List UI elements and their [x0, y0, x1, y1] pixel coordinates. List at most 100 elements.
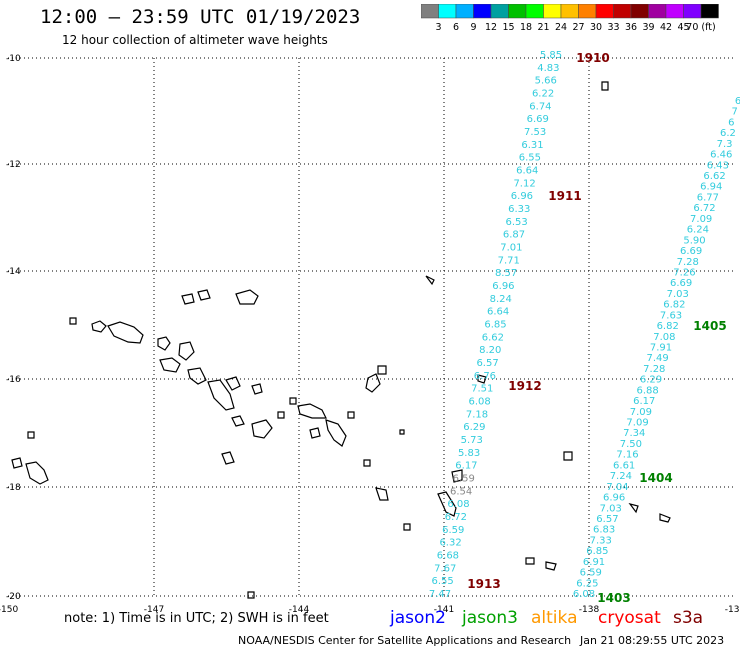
- island-shape: [425, 275, 435, 286]
- wave-height-value: 6.68: [437, 551, 459, 562]
- island-shape: [221, 451, 235, 465]
- wave-height-value: 8.20: [479, 345, 501, 356]
- wave-height-value: 7.49: [647, 353, 669, 364]
- legend-cryosat: cryosat: [598, 608, 661, 628]
- wave-height-value: 6.33: [508, 204, 530, 215]
- island-shape: [197, 289, 211, 301]
- wave-height-value: 6.87: [503, 230, 525, 241]
- wave-height-value: 6.72: [445, 512, 467, 523]
- wave-height-value: 7.34: [623, 428, 645, 439]
- wave-height-value: 7.33: [590, 535, 612, 546]
- wave-height-value: 7.09: [630, 407, 652, 418]
- colorbar-tick-label: 9: [470, 22, 476, 33]
- wave-height-value: 6.69: [680, 246, 702, 257]
- colorbar-tick-label: 42: [660, 22, 672, 33]
- island-shape: [251, 383, 263, 395]
- wave-height-value: 6.96: [511, 191, 533, 202]
- colorbar-tick-label: 70 (ft): [686, 22, 715, 33]
- lon-tick-label: -150: [0, 605, 18, 615]
- wave-height-value: 6.2: [720, 128, 736, 139]
- wave-height-value: 6.17: [633, 396, 655, 407]
- lon-tick-label: -147: [144, 605, 164, 615]
- island-shape: [11, 457, 23, 469]
- wave-height-value: 6.54: [450, 486, 472, 497]
- wave-height-value: 7.50: [620, 439, 642, 450]
- colorbar-tick-label: 15: [502, 22, 514, 33]
- wave-height-value: 6.55: [432, 576, 454, 587]
- wave-height-value: 6.77: [697, 192, 719, 203]
- wave-height-value: 6.25: [576, 578, 598, 589]
- wave-height-value: 6.17: [455, 461, 477, 472]
- colorbar-tick-label: 18: [520, 22, 532, 33]
- wave-height-value: 6.88: [636, 385, 658, 396]
- lon-tick-label: -141: [434, 605, 454, 615]
- colorbar-tick-label: 3: [435, 22, 441, 33]
- pass-label: 1913: [467, 577, 500, 591]
- island-shape: [25, 461, 49, 485]
- map-title: 12:00 — 23:59 UTC 01/19/2023: [40, 6, 361, 28]
- wave-height-value: 6.24: [687, 225, 709, 236]
- island-shape: [377, 365, 387, 375]
- footer-timestamp: Jan 21 08:29:55 UTC 2023: [580, 634, 725, 647]
- island-shape: [107, 321, 144, 344]
- footer-note: note: 1) Time is in UTC; 2) SWH is in fe…: [64, 611, 329, 626]
- altimeter-tracks: 5.85 4.83 5.66 6.226.74 6.69 7.53 6.31 6.55 6.64…: [429, 50, 740, 600]
- island-shape: [297, 403, 327, 419]
- island-shape: [187, 367, 207, 385]
- wave-height-value: 7.12: [513, 178, 535, 189]
- wave-height-value: 7.26: [673, 267, 695, 278]
- wave-height-value: 7.53: [524, 127, 546, 138]
- island-shape: [399, 429, 405, 435]
- colorbar-tick-label: 33: [607, 22, 619, 33]
- wave-height-value: 6.76: [474, 371, 496, 382]
- colorbar-tick-label: 24: [555, 22, 567, 33]
- wave-height-value: 7.63: [660, 310, 682, 321]
- colorbar-tick-label: 45: [677, 22, 689, 33]
- island-shape: [181, 293, 195, 305]
- wave-height-value: 6: [735, 96, 740, 107]
- wave-height-value: 6.43: [707, 160, 729, 171]
- pass-label: 1911: [548, 189, 581, 203]
- island-shape: [563, 451, 573, 461]
- island-shape: [601, 81, 609, 91]
- island-shape: [628, 503, 639, 514]
- pass-labels: 1910 1911 1912 1913 1405 1404 1403: [467, 51, 726, 605]
- lon-tick-label: -138: [579, 605, 600, 615]
- colorbar-tick-label: 27: [572, 22, 584, 33]
- lon-tick-label: -144: [289, 605, 310, 615]
- island-shape: [159, 357, 181, 373]
- wave-height-value: 6.82: [663, 300, 685, 311]
- island-shape: [545, 561, 557, 571]
- wave-height-value: 7.24: [610, 471, 632, 482]
- wave-height-value: 8.24: [490, 294, 512, 305]
- island-shape: [365, 373, 381, 393]
- legend-s3a: s3a: [673, 608, 704, 628]
- wave-height-value: 6.57: [596, 514, 618, 525]
- wave-height-value: 5.73: [461, 435, 483, 446]
- island-shape: [207, 379, 235, 411]
- wave-height-value: 7.03: [600, 503, 622, 514]
- wave-height-value: 5.83: [458, 448, 480, 459]
- wave-height-value: 7.67: [434, 563, 456, 574]
- colorbar-tick-label: 39: [642, 22, 654, 33]
- colorbar-tick-label: 6: [453, 22, 459, 33]
- wave-height-value: 6.08: [573, 589, 595, 600]
- pass-label: 1912: [508, 379, 541, 393]
- pass-label: 1405: [693, 319, 726, 333]
- wave-height-value: 6.61: [613, 460, 635, 471]
- wave-height-value: 6.53: [506, 217, 528, 228]
- wave-height-value: 6.96: [603, 493, 625, 504]
- wave-height-value: 6.62: [703, 171, 725, 182]
- wave-height-value: 7.16: [616, 450, 638, 461]
- wave-height-value: 6.59: [442, 525, 464, 536]
- wave-height-value: 7.09: [690, 214, 712, 225]
- island-shape: [225, 376, 241, 391]
- wave-height-value: 7.71: [498, 255, 520, 266]
- lat-tick-label: -18: [6, 483, 21, 493]
- lat-tick-label: -10: [6, 54, 21, 64]
- pass-label: 1403: [597, 591, 630, 605]
- wave-height-value: 7.3: [717, 139, 733, 150]
- island-shape: [289, 397, 297, 405]
